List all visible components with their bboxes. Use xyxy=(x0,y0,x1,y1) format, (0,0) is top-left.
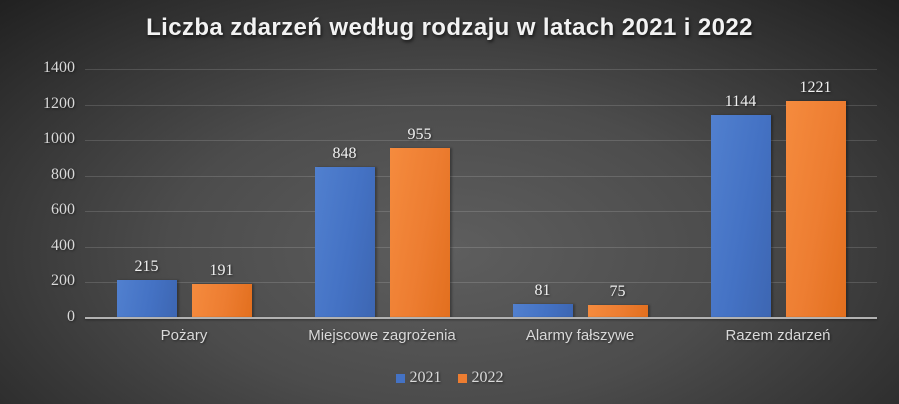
bar-2022: 1221 xyxy=(785,79,846,318)
plot-area xyxy=(85,69,877,319)
data-label: 75 xyxy=(609,282,626,300)
gridline-1400 xyxy=(85,69,877,70)
bar-series: 215 191 848 955 81 75 1144 1221 xyxy=(85,69,877,318)
legend-item-2021: 2021 xyxy=(395,369,442,387)
legend-label: 2022 xyxy=(471,369,504,386)
y-tick-label: 1400 xyxy=(43,59,75,76)
data-label: 215 xyxy=(134,257,159,275)
x-category-label: Razem zdarzeń xyxy=(725,327,831,344)
bar-2022: 75 xyxy=(587,283,648,318)
y-tick-label: 1200 xyxy=(43,94,75,112)
category-group: 215 191 xyxy=(85,69,283,318)
bar-2021: 848 xyxy=(314,145,375,318)
y-tick-label: 1000 xyxy=(43,130,75,148)
gridline-200 xyxy=(85,282,877,284)
legend: 2021 2022 xyxy=(0,369,899,387)
y-tick-label: 600 xyxy=(51,201,75,219)
data-label: 191 xyxy=(209,262,234,279)
category-group: 848 955 xyxy=(283,69,481,318)
chart-title: Liczba zdarzeń według rodzaju w latach 2… xyxy=(146,14,753,41)
gridline-1000 xyxy=(85,140,877,142)
gridline-600 xyxy=(85,211,877,213)
legend-marker-icon xyxy=(457,373,467,383)
data-label: 1221 xyxy=(799,78,832,96)
data-label: 955 xyxy=(407,126,432,144)
gridline-400 xyxy=(85,246,877,248)
bar-2021: 81 xyxy=(512,282,573,318)
x-axis-labels: Pożary Miejscowe zagrożenia Alarmy fałszyw… xyxy=(85,327,877,344)
bar-2021: 215 xyxy=(116,258,177,318)
x-axis-line xyxy=(85,317,877,319)
x-category-label: Pożary xyxy=(160,327,208,344)
bar-2022: 955 xyxy=(389,126,450,318)
data-label: 848 xyxy=(332,145,357,163)
legend-label: 2021 xyxy=(409,369,442,386)
y-tick-label: 400 xyxy=(51,236,75,254)
gridline-800 xyxy=(85,175,877,177)
y-tick-label: 800 xyxy=(51,165,75,183)
bar-2021: 1144 xyxy=(710,93,771,318)
data-label: 81 xyxy=(534,281,551,299)
category-group: 81 75 xyxy=(481,69,679,318)
bar-2022: 191 xyxy=(191,262,252,318)
gridline-1200 xyxy=(85,104,877,106)
y-tick-label: 200 xyxy=(51,272,75,290)
category-group: 1144 1221 xyxy=(679,69,877,318)
x-category-label: Alarmy fałszywe xyxy=(525,327,635,344)
y-tick-label: 0 xyxy=(67,308,75,325)
legend-item-2022: 2022 xyxy=(457,369,504,387)
x-category-label: Miejscowe zagrożenia xyxy=(308,327,456,344)
legend-marker-icon xyxy=(395,373,405,383)
data-label: 1144 xyxy=(724,92,757,110)
